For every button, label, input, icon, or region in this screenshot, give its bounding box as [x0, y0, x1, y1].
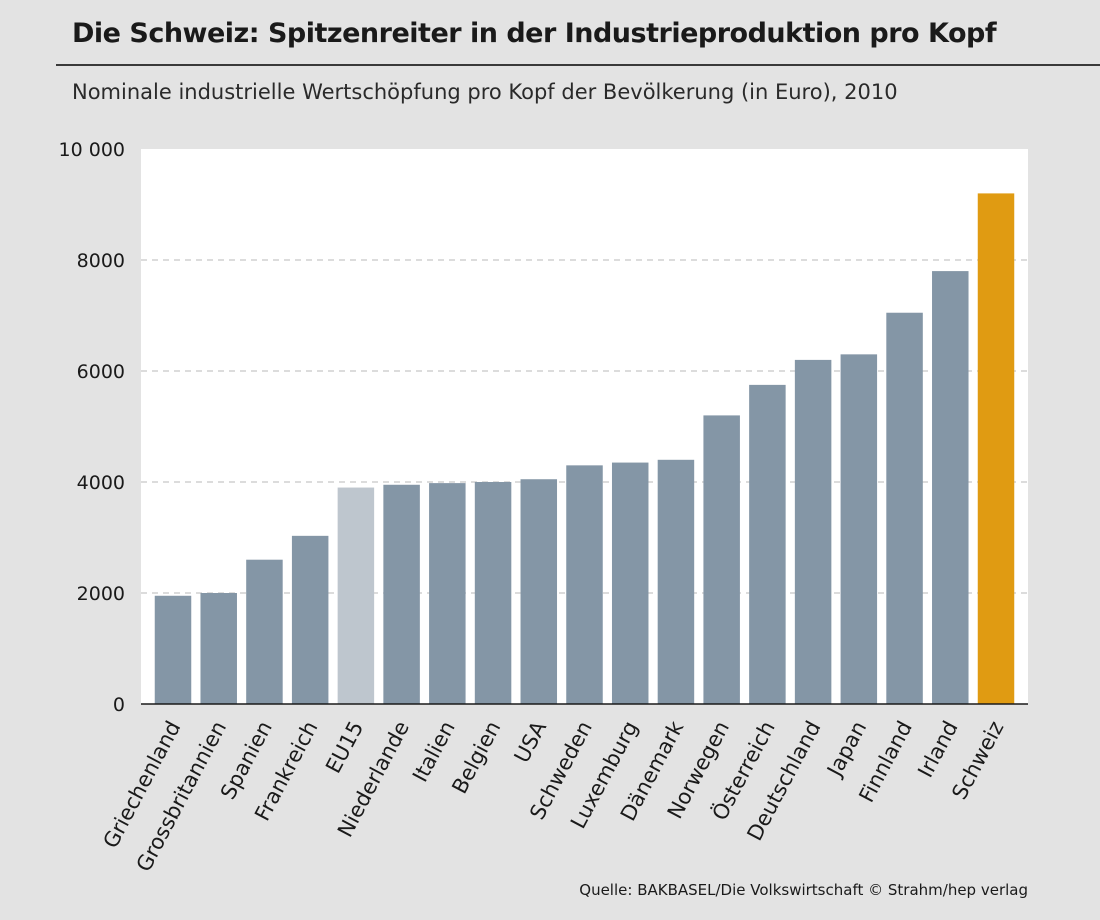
bar-frankreich: [291, 535, 329, 704]
bar-belgien: [474, 482, 512, 704]
bar-spanien: [246, 559, 283, 704]
bar-usa: [520, 479, 558, 704]
bar-irland: [932, 271, 969, 704]
y-tick-label: 4000: [77, 472, 125, 494]
y-tick-label: 8000: [77, 250, 125, 272]
bar-griechenland: [154, 595, 192, 704]
x-tick-label: Irland: [913, 717, 962, 781]
x-tick-label: USA: [510, 717, 552, 767]
chart-title: Die Schweiz: Spitzenreiter in der Indust…: [72, 18, 997, 49]
y-tick-label: 6000: [77, 361, 125, 383]
bar-grossbritannien: [200, 593, 237, 704]
bar-luxemburg: [611, 462, 649, 704]
bar-niederlande: [383, 484, 420, 704]
bar-italien: [429, 483, 466, 704]
chart-subtitle: Nominale industrielle Wertschöpfung pro …: [72, 80, 898, 104]
bar-norwegen: [703, 415, 740, 704]
bar-finnland: [886, 312, 923, 704]
bar-deutschland: [794, 359, 832, 704]
bar-schweden: [566, 465, 603, 704]
x-tick-label: Italien: [408, 717, 460, 786]
x-tick-label: Japan: [822, 717, 872, 782]
bar-schweiz: [977, 193, 1015, 704]
y-tick-label: 10 000: [59, 139, 125, 161]
bar-österreich: [749, 384, 786, 705]
bar-eu15: [337, 487, 375, 704]
title-divider: [56, 64, 1100, 66]
y-tick-label: 2000: [77, 583, 125, 605]
source-note: Quelle: BAKBASEL/Die Volkswirtschaft © S…: [579, 881, 1028, 899]
y-tick-label: 0: [113, 694, 125, 716]
x-tick-label: EU15: [321, 717, 368, 777]
bar-japan: [840, 354, 878, 704]
bar-dänemark: [657, 459, 695, 704]
